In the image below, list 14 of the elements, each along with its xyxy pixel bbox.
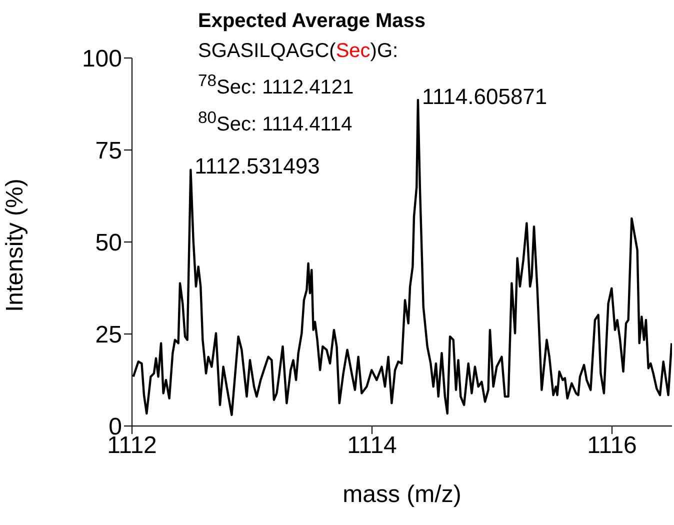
y-axis-title: Intensity (%) bbox=[2, 178, 29, 312]
y-tick-label: 75 bbox=[95, 138, 122, 165]
y-tick-label: 100 bbox=[82, 46, 122, 73]
x-axis-title: mass (m/z) bbox=[342, 481, 462, 508]
annotation: SGASILQAGC(Sec)G: bbox=[198, 39, 400, 64]
annotation: $^{78}$Sec: 1112.4121 bbox=[198, 71, 354, 99]
y-tick-label: 50 bbox=[95, 230, 122, 257]
x-tick-label: 1114 bbox=[347, 432, 397, 460]
annotation: 1112.531493 bbox=[194, 154, 320, 179]
annotation: 1114.605871 bbox=[422, 84, 548, 109]
y-tick-label: 25 bbox=[95, 322, 122, 349]
x-tick-label: 1116 bbox=[587, 432, 637, 460]
annotation: $^{80}$Sec: 1114.4114 bbox=[198, 108, 352, 136]
chart-title: Expected Average Mass bbox=[198, 9, 426, 34]
